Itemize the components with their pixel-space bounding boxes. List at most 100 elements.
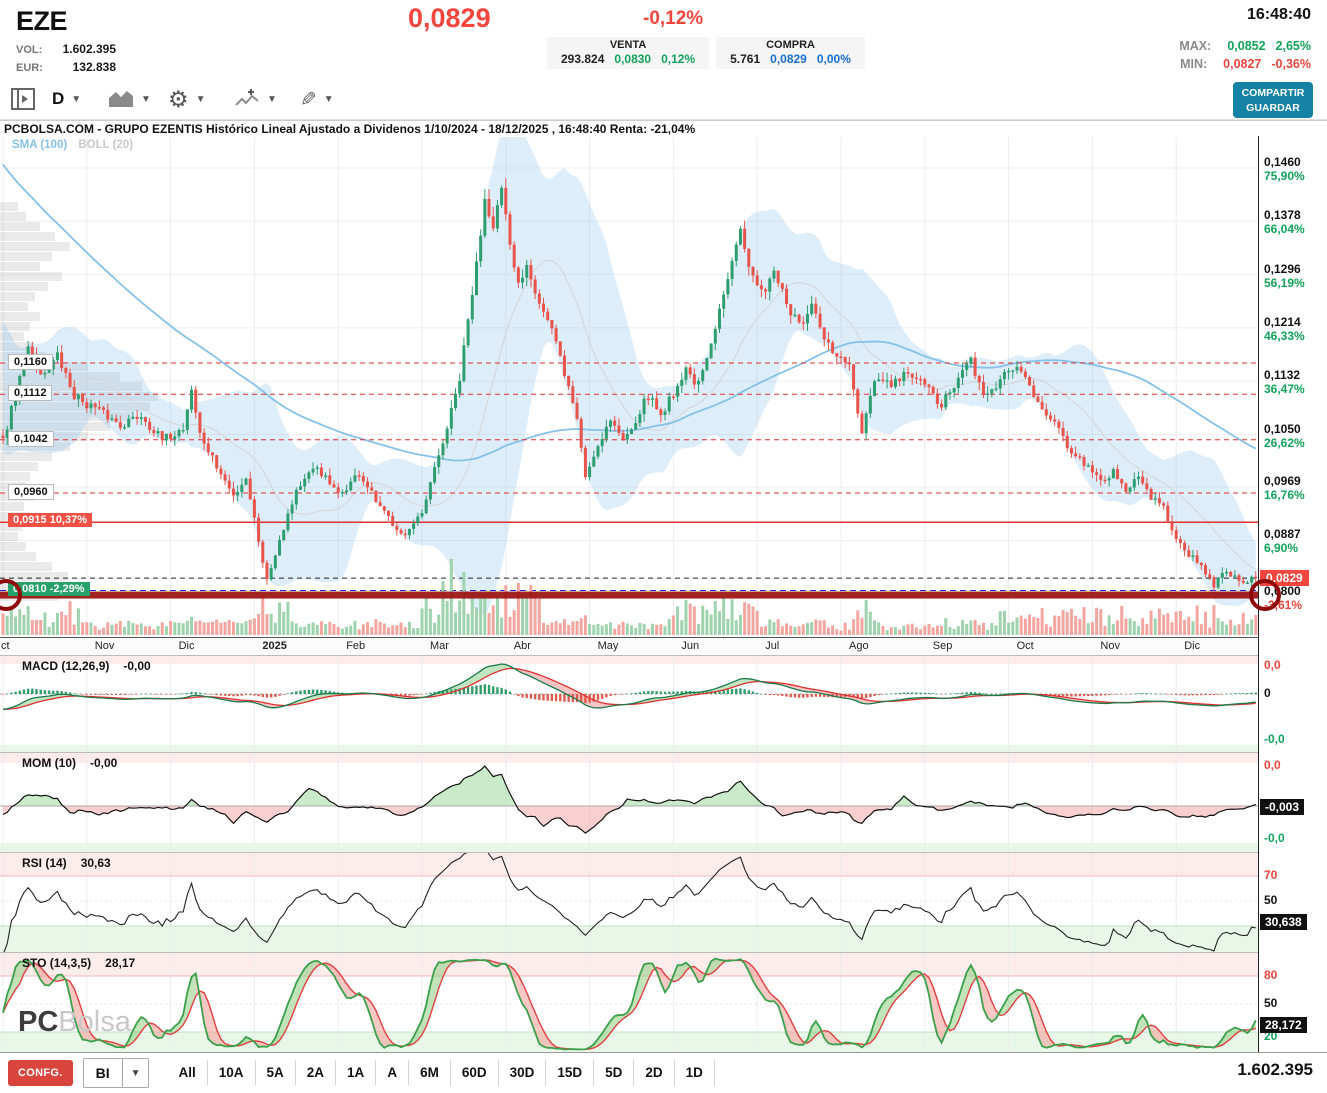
- mom-value-badge: -0,003: [1260, 799, 1305, 815]
- last-price: 0,0829: [408, 3, 491, 33]
- range-button-All[interactable]: All: [167, 1060, 208, 1086]
- min-label: MIN:: [1180, 57, 1208, 71]
- macd-panel[interactable]: MACD (12,26,9) -0,00: [0, 655, 1258, 753]
- compra-volume: 5.761: [730, 52, 761, 66]
- range-button-15D[interactable]: 15D: [546, 1060, 595, 1086]
- macd-value: -0,00: [123, 659, 151, 673]
- axis-pct-label: 6,90%: [1264, 541, 1299, 556]
- save-label: GUARDAR: [1246, 102, 1300, 115]
- eur-label: EUR:: [16, 62, 43, 74]
- timeframe-value: D: [52, 89, 65, 108]
- chart-toolbar: D ▼ ▼ ⚙ ▼ ▼ ✎ ▼ COMPARTIR GUARDAR: [0, 78, 1327, 120]
- mom-axis-bottom: -0,0: [1264, 831, 1285, 845]
- month-label: Abr: [513, 640, 531, 652]
- drawing-tools-dropdown[interactable]: ✎ ▼: [300, 84, 334, 114]
- range-button-1D[interactable]: 1D: [675, 1060, 715, 1086]
- settings-dropdown[interactable]: ⚙ ▼: [168, 84, 206, 114]
- pencil-icon: ✎: [300, 88, 317, 111]
- range-button-6M[interactable]: 6M: [409, 1060, 451, 1086]
- month-label: 2025: [262, 640, 287, 652]
- range-button-A[interactable]: A: [376, 1060, 410, 1086]
- range-button-10A[interactable]: 10A: [208, 1060, 256, 1086]
- price-chart-canvas[interactable]: [0, 136, 1258, 637]
- venta-box: VENTA 293.824 0,0830 0,12%: [547, 37, 710, 69]
- add-indicator-dropdown[interactable]: ▼: [234, 84, 277, 114]
- add-indicator-icon: [235, 89, 259, 106]
- chevron-down-icon: ▼: [267, 93, 277, 105]
- max-value: 0,0852: [1227, 39, 1266, 53]
- month-label: May: [597, 640, 619, 652]
- time-axis[interactable]: ct Nov Dic 2025 Feb Mar Abr May Jun Jul Ago Sep Oct N…: [0, 637, 1258, 655]
- share-label: COMPARTIR: [1241, 87, 1305, 99]
- range-button-30D[interactable]: 30D: [499, 1060, 547, 1086]
- mode-dropdown[interactable]: BI ▼: [82, 1058, 150, 1088]
- max-label: MAX:: [1179, 39, 1212, 53]
- chart-legend: SMA (100) BOLL (20): [12, 139, 133, 151]
- range-button-1A[interactable]: 1A: [336, 1060, 377, 1086]
- rsi-value-badge: 30,638: [1260, 914, 1307, 930]
- rsi-label: RSI (14) 30,63: [22, 856, 111, 870]
- venta-price: 0,0830: [614, 52, 652, 66]
- axis-price-label: 0,1050: [1264, 421, 1301, 436]
- axis-pct-label: 36,47%: [1264, 382, 1305, 397]
- momentum-panel[interactable]: MOM (10) -0,00: [0, 752, 1258, 853]
- min-pct: -0,36%: [1271, 57, 1311, 71]
- range-button-2D[interactable]: 2D: [634, 1060, 675, 1086]
- month-label: Sep: [932, 640, 953, 652]
- month-label: Feb: [346, 640, 366, 652]
- legend-sma: SMA (100): [12, 139, 68, 151]
- compra-box: COMPRA 5.761 0,0829 0,00%: [716, 37, 865, 69]
- panel-toggle-icon: [11, 88, 35, 110]
- chevron-down-icon: ▼: [121, 1059, 149, 1087]
- sto-label: STO (14,3,5) 28,17: [22, 956, 136, 970]
- range-button-5D[interactable]: 5D: [594, 1060, 635, 1086]
- macd-axis-top: 0,0: [1264, 658, 1281, 672]
- axis-price-label: 0,1132: [1264, 368, 1301, 383]
- axis-pct-label: 66,04%: [1264, 222, 1305, 237]
- stochastic-panel[interactable]: STO (14,3,5) 28,17: [0, 952, 1258, 1053]
- share-save-button[interactable]: COMPARTIR GUARDAR: [1233, 82, 1313, 118]
- vol-label: VOL:: [16, 44, 43, 56]
- sto-value-badge: 28,172: [1260, 1017, 1307, 1033]
- month-label: Jun: [681, 640, 700, 652]
- macd-axis-zero: 0: [1264, 686, 1271, 700]
- range-button-2A[interactable]: 2A: [296, 1060, 337, 1086]
- legend-boll: BOLL (20): [78, 139, 134, 151]
- range-button-5A[interactable]: 5A: [256, 1060, 296, 1086]
- change-percent: -0,12%: [643, 8, 704, 29]
- sto-axis-80: 80: [1264, 968, 1278, 982]
- chevron-down-icon: ▼: [141, 93, 151, 105]
- rsi-value: 30,63: [80, 856, 111, 870]
- area-chart-icon: [109, 91, 133, 107]
- chevron-down-icon: ▼: [71, 93, 82, 105]
- bid-ask-block: VENTA 293.824 0,0830 0,12% COMPRA 5.761 0,0…: [547, 37, 865, 69]
- rsi-axis-70: 70: [1264, 868, 1278, 882]
- panel-toggle-button[interactable]: [10, 84, 36, 114]
- rsi-panel[interactable]: RSI (14) 30,63: [0, 852, 1258, 953]
- axis-price-label: 0,1296: [1264, 261, 1301, 276]
- rsi-axis-50: 50: [1264, 893, 1278, 907]
- bottom-toolbar: CONFG. BI ▼ All 10A 5A 2A 1A A 6M 60D 30D 15D 5D 2D…: [0, 1052, 1327, 1093]
- vol-value: 1.602.395: [62, 42, 116, 56]
- month-label: Ago: [849, 640, 869, 652]
- config-button[interactable]: CONFG.: [8, 1060, 73, 1086]
- month-label: Jul: [765, 640, 780, 652]
- axis-pct-label: 46,33%: [1264, 328, 1305, 343]
- month-label: Nov: [94, 640, 115, 652]
- month-label: Mar: [430, 640, 449, 652]
- chart-type-dropdown[interactable]: ▼: [108, 84, 151, 114]
- month-label: Dic: [1184, 640, 1201, 652]
- compra-label: COMPRA: [766, 39, 815, 51]
- eur-value: 132.838: [72, 60, 116, 74]
- chevron-down-icon: ▼: [323, 93, 334, 105]
- pcbolsa-watermark: PCBolsa: [18, 1006, 131, 1039]
- sto-value: 28,17: [105, 956, 136, 970]
- sto-axis-50: 50: [1264, 996, 1278, 1010]
- axis-price-label: 0,0887: [1264, 527, 1301, 542]
- mode-value: BI: [95, 1065, 110, 1081]
- axis-pct-label: 26,62%: [1264, 435, 1305, 450]
- compra-pct: 0,00%: [816, 52, 851, 66]
- range-button-60D[interactable]: 60D: [451, 1060, 499, 1086]
- timeframe-dropdown[interactable]: D ▼: [52, 84, 81, 114]
- mom-value: -0,00: [90, 756, 118, 770]
